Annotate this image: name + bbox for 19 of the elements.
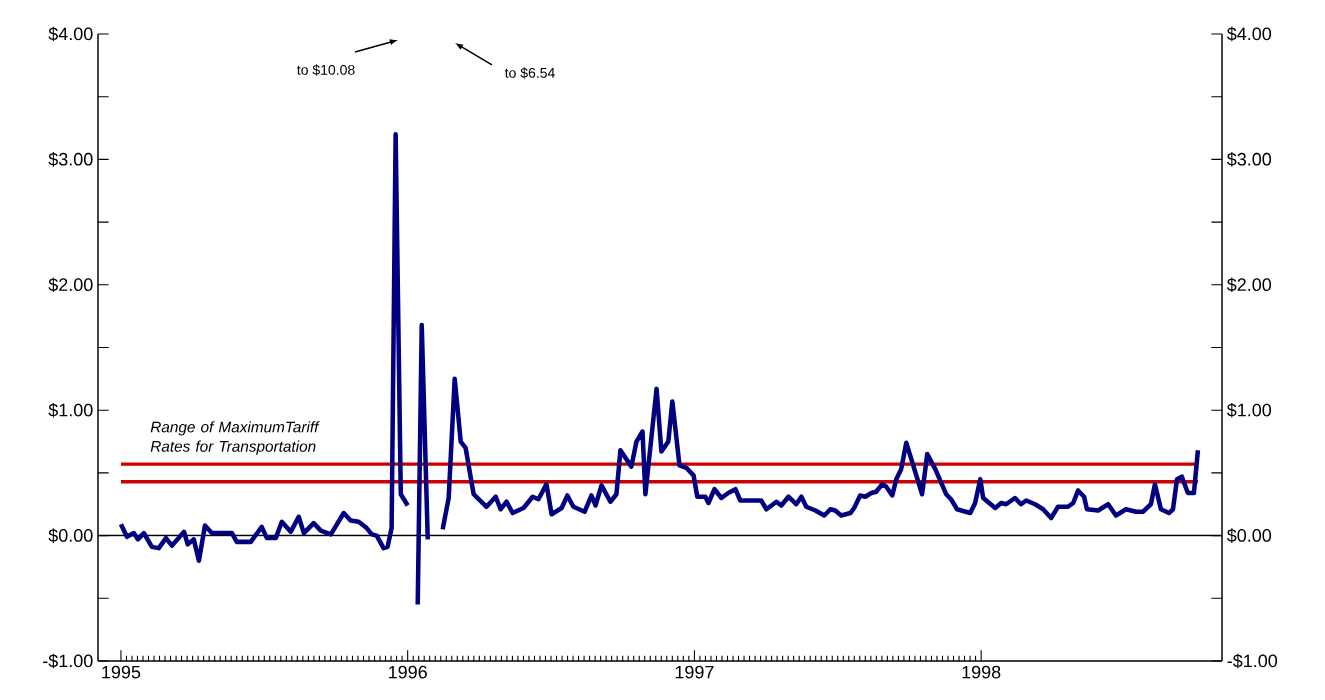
y2-tick-label: $0.00 <box>1226 528 1272 543</box>
annotation: to $6.54 <box>504 67 555 79</box>
y-tick-label: $3.00 <box>48 152 93 167</box>
y2-tick-label: $4.00 <box>1226 26 1272 42</box>
y2-tick-label: -$1.00 <box>1227 653 1278 669</box>
y-tick-label: $1.00 <box>48 402 93 418</box>
y2-tick-label: $2.00 <box>1226 277 1272 293</box>
y-tick-label: -$1.00 <box>43 653 93 669</box>
annotation: Range of MaximumTariff Rates for Transportation <box>150 421 320 455</box>
y-tick-label: $2.00 <box>48 277 93 293</box>
x-tick-label: 1998 <box>962 665 1001 679</box>
y2-tick-label: $3.00 <box>1226 152 1272 167</box>
y-tick-label: $4.00 <box>48 26 93 42</box>
y-tick-label: $0.00 <box>48 528 93 543</box>
x-tick-label: 1995 <box>102 665 141 679</box>
annotation: to $10.08 <box>297 64 355 76</box>
x-tick-label: 1996 <box>389 665 427 679</box>
x-tick-label: 1997 <box>675 665 714 679</box>
y2-tick-label: $1.00 <box>1226 402 1272 418</box>
